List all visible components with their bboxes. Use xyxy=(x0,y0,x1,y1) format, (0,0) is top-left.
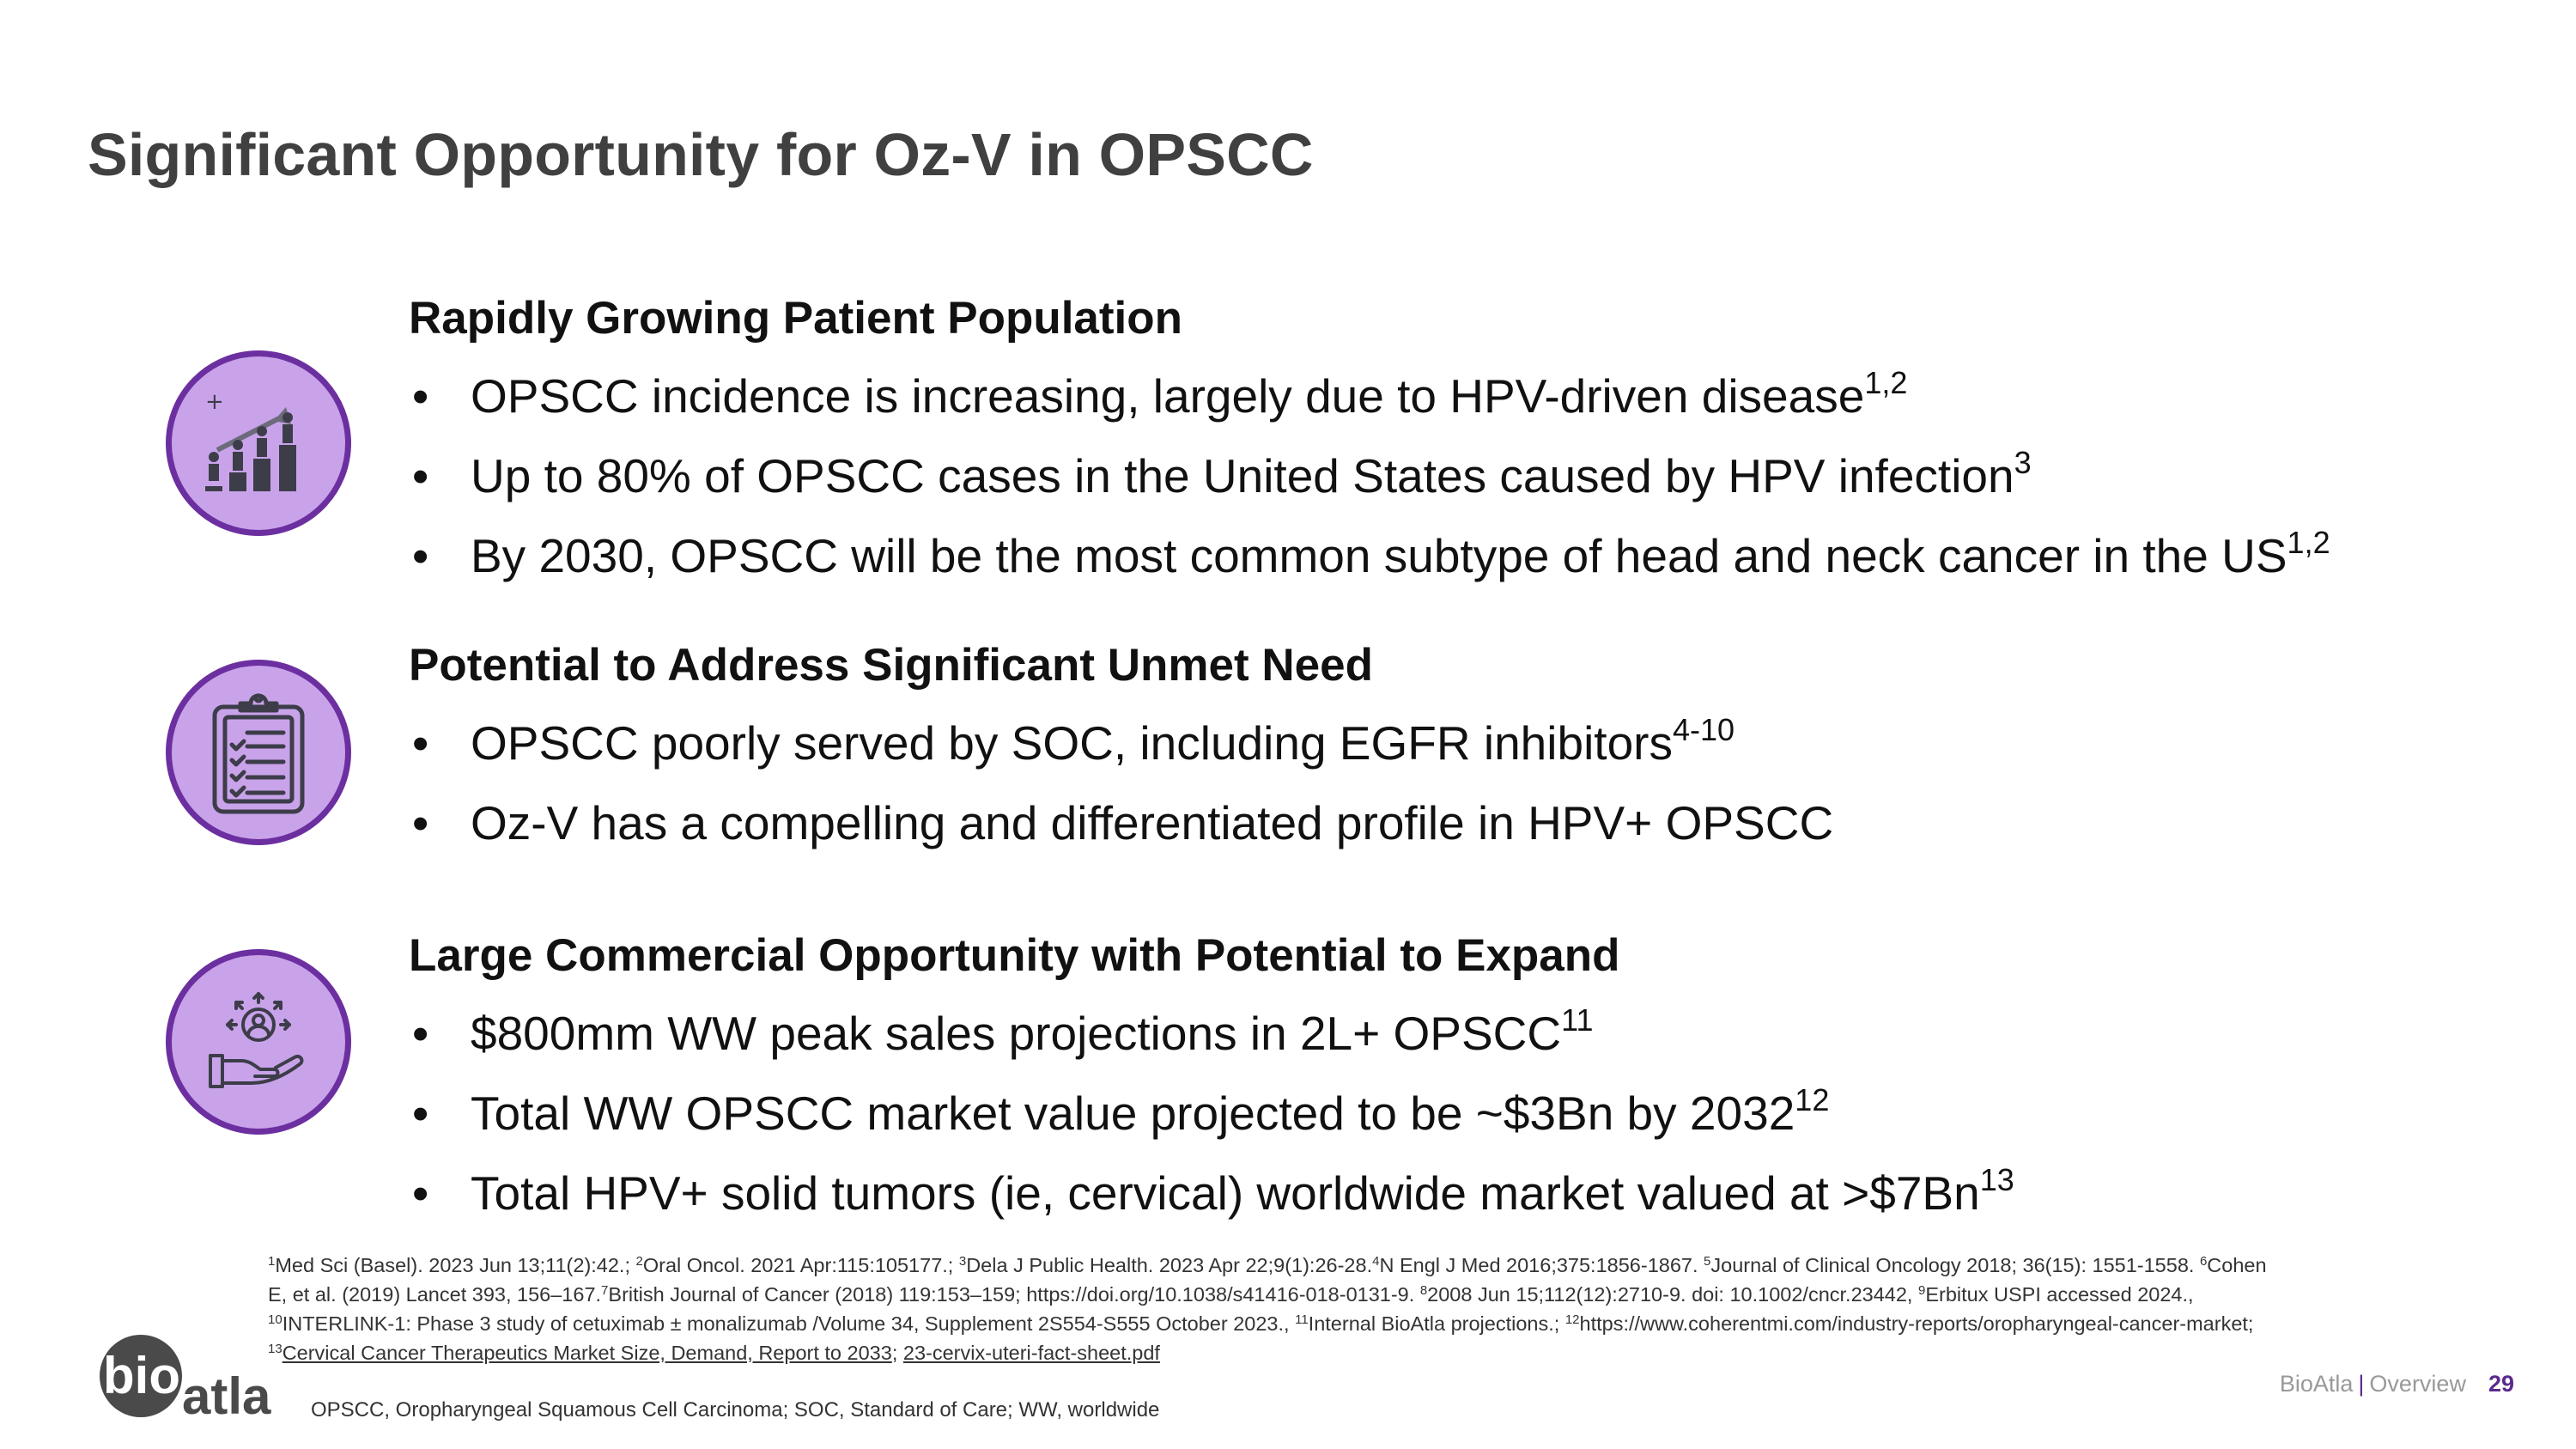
bullet-item: OPSCC incidence is increasing, largely d… xyxy=(409,359,2330,439)
bioatla-logo: bio atla xyxy=(96,1331,285,1426)
bullet-item: OPSCC poorly served by SOC, including EG… xyxy=(409,706,1833,786)
svg-text:atla: atla xyxy=(182,1367,271,1425)
bullet-item: By 2030, OPSCC will be the most common s… xyxy=(409,519,2330,599)
bullet-item: Oz-V has a compelling and differentiated… xyxy=(409,786,1833,866)
bullet-item: $800mm WW peak sales projections in 2L+ … xyxy=(409,996,2014,1076)
page-number: 29 xyxy=(2488,1371,2514,1397)
reference-link[interactable]: 23-cervix-uteri-fact-sheet.pdf xyxy=(902,1342,1160,1364)
references: 1Med Sci (Basel). 2023 Jun 13;11(2):42.;… xyxy=(268,1254,2267,1364)
section-heading: Rapidly Growing Patient Population xyxy=(409,293,1183,344)
reference-link[interactable]: Cervical Cancer Therapeutics Market Size… xyxy=(282,1342,892,1364)
slide-title: Significant Opportunity for Oz-V in OPSC… xyxy=(88,121,1314,188)
section-commercial-opportunity: Large Commercial Opportunity with Potent… xyxy=(409,928,2014,1236)
abbreviations: OPSCC, Oropharyngeal Squamous Cell Carci… xyxy=(311,1398,1160,1422)
clipboard-checklist-icon xyxy=(166,660,351,845)
section-patient-population: Rapidly Growing Patient Population OPSCC… xyxy=(409,290,2330,599)
bullet-item: Up to 80% of OPSCC cases in the United S… xyxy=(409,439,2330,519)
section-heading: Potential to Address Significant Unmet N… xyxy=(409,640,1373,691)
footer: BioAtla | Overview 29 xyxy=(2279,1371,2514,1397)
svg-text:+: + xyxy=(205,389,224,415)
population-growth-icon: + xyxy=(166,350,351,536)
hand-person-expand-icon xyxy=(166,949,351,1135)
svg-text:bio: bio xyxy=(103,1347,180,1404)
section-unmet-need: Potential to Address Significant Unmet N… xyxy=(409,637,1833,866)
section-heading: Large Commercial Opportunity with Potent… xyxy=(409,930,1620,981)
bullet-item: Total HPV+ solid tumors (ie, cervical) w… xyxy=(409,1156,2014,1236)
bullet-item: Total WW OPSCC market value projected to… xyxy=(409,1076,2014,1156)
